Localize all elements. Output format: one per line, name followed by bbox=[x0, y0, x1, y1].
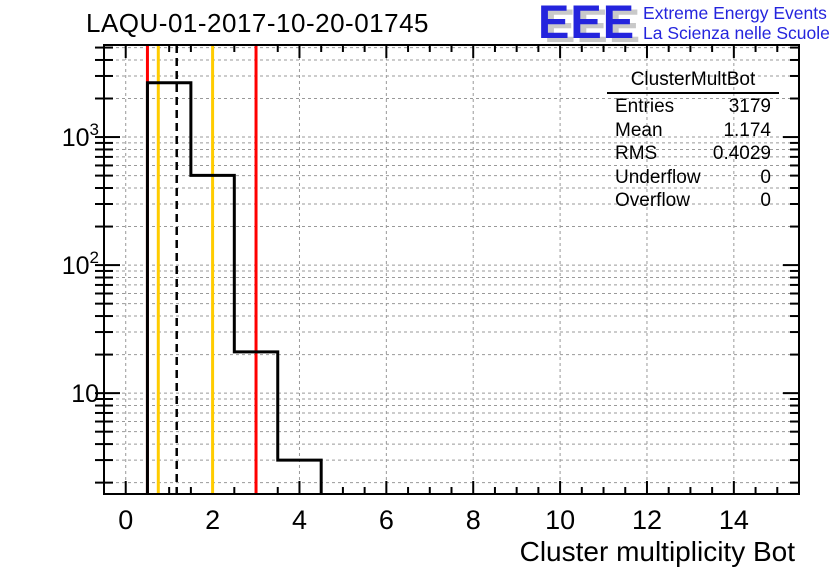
y-tick-label: 103 bbox=[62, 120, 99, 152]
eee-logo: EEE Extreme Energy Events La Scienza nel… bbox=[538, 0, 830, 48]
eee-logo-letters: EEE bbox=[538, 0, 636, 48]
stats-row: RMS 0.4029 bbox=[607, 142, 779, 166]
stats-row-label: Overflow bbox=[615, 190, 690, 211]
stats-row-label: Entries bbox=[615, 96, 675, 117]
stats-row-value: 0 bbox=[760, 190, 771, 211]
stats-box: ClusterMultBot Entries 3179 Mean 1.174 RMS 0.… bbox=[607, 69, 779, 213]
x-tick-label: 0 bbox=[118, 505, 133, 535]
stats-row: Entries 3179 bbox=[607, 95, 779, 119]
plot-frame bbox=[103, 44, 800, 495]
stats-box-title: ClusterMultBot bbox=[607, 69, 779, 94]
stats-row: Mean 1.174 bbox=[607, 119, 779, 143]
stats-row-label: Underflow bbox=[615, 166, 701, 188]
x-axis-title: Cluster multiplicity Bot bbox=[519, 536, 795, 567]
x-tick-label: 2 bbox=[205, 505, 220, 535]
x-tick-label: 12 bbox=[632, 505, 662, 535]
eee-logo-caption-line1: Extreme Energy Events bbox=[643, 3, 827, 23]
page-title: LAQU-01-2017-10-20-01745 bbox=[86, 8, 429, 38]
stats-row-label: RMS bbox=[615, 143, 658, 164]
stats-row-value: 3179 bbox=[728, 96, 771, 117]
stats-row: Overflow 0 bbox=[607, 189, 779, 213]
eee-logo-caption-line2: La Scienza nelle Scuole bbox=[643, 22, 830, 43]
x-tick-label: 8 bbox=[466, 505, 481, 535]
stats-row: Underflow 0 bbox=[607, 166, 779, 190]
stats-row-label: Mean bbox=[615, 119, 663, 141]
stats-row-value: 0 bbox=[760, 166, 771, 188]
stats-row-value: 1.174 bbox=[723, 119, 771, 141]
x-tick-label: 6 bbox=[379, 505, 394, 535]
x-tick-label: 4 bbox=[292, 505, 307, 535]
histogram-step-line bbox=[145, 81, 323, 494]
stats-row-value: 0.4029 bbox=[712, 143, 771, 164]
x-tick-label: 14 bbox=[719, 505, 749, 535]
x-tick-label: 10 bbox=[545, 505, 575, 535]
eee-logo-caption: Extreme Energy Events La Scienza nelle S… bbox=[643, 1, 830, 43]
y-tick-label: 102 bbox=[62, 248, 99, 280]
y-tick-label: 10 bbox=[71, 380, 99, 408]
